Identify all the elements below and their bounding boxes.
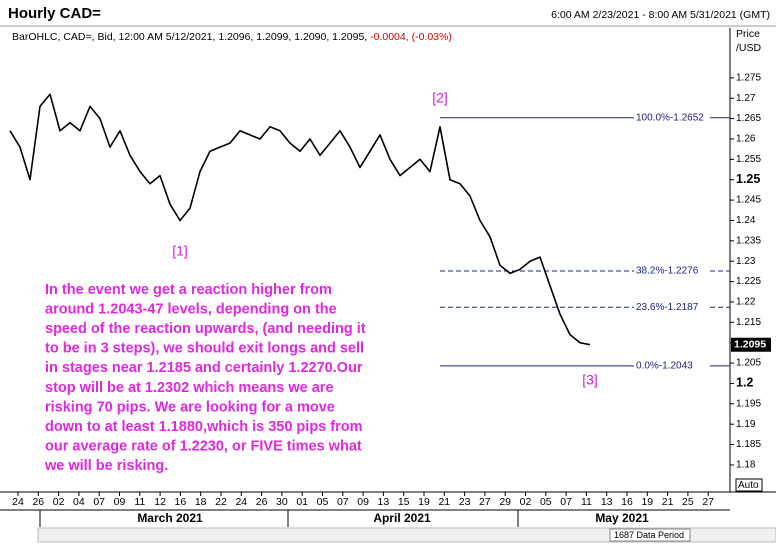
x-tick-label: 11	[134, 496, 145, 508]
x-tick-label: 09	[114, 496, 126, 508]
chart-title: Hourly CAD=	[8, 5, 101, 22]
fib-label: 0.0%-1.2043	[636, 361, 693, 372]
annotation-line: we will be risking.	[44, 458, 168, 474]
x-tick-label: 27	[702, 496, 714, 508]
time-range: 6:00 AM 2/23/2021 - 8:00 AM 5/31/2021 (G…	[551, 9, 770, 21]
x-tick-label: 07	[93, 496, 105, 508]
y-tick-label: 1.19	[736, 419, 756, 430]
y-axis-label: /USD	[736, 42, 762, 54]
x-tick-label: 27	[479, 496, 491, 508]
y-tick-label: 1.24	[736, 215, 756, 226]
y-tick-label: 1.185	[736, 439, 761, 450]
x-tick-label: 07	[560, 496, 572, 508]
y-tick-label: 1.22	[736, 297, 756, 308]
x-tick-label: 26	[256, 496, 268, 508]
data-period: 1687 Data Period	[614, 530, 684, 540]
x-tick-label: 21	[438, 496, 450, 508]
fib-label: 23.6%-1.2187	[636, 302, 699, 313]
wave-label: [3]	[582, 372, 598, 388]
last-price-box	[731, 337, 771, 352]
scale-mode-box[interactable]	[735, 478, 763, 492]
scale-mode[interactable]: Auto	[738, 480, 759, 491]
x-tick-label: 23	[459, 496, 471, 508]
price-line	[9, 93, 591, 346]
x-tick-label: 21	[662, 496, 674, 508]
y-tick-label: 1.18	[736, 460, 756, 471]
x-tick-label: 24	[235, 496, 247, 508]
y-tick-label: 1.26	[736, 134, 756, 145]
x-tick-label: 26	[32, 496, 44, 508]
month-label: April 2021	[373, 511, 431, 525]
fib-label: 38.2%-1.2276	[636, 266, 699, 277]
wave-label: [1]	[172, 243, 188, 259]
y-tick-label: 1.205	[736, 358, 761, 369]
annotation-line: risking 70 pips. We are looking for a mo…	[45, 399, 335, 415]
annotation-line: speed of the reaction upwards, (and need…	[45, 321, 366, 337]
last-price-label: 1.2095	[734, 339, 766, 351]
y-axis-label: Price	[736, 28, 760, 40]
x-tick-label: 24	[12, 496, 24, 508]
y-tick-label: 1.225	[736, 276, 761, 287]
x-tick-label: 16	[175, 496, 187, 508]
x-tick-label: 15	[398, 496, 410, 508]
scrollbar[interactable]	[37, 527, 776, 543]
month-label: March 2021	[137, 511, 203, 525]
y-tick-label: 1.2	[736, 376, 753, 390]
annotation-line: in stages near 1.2185 and certainly 1.22…	[45, 360, 363, 376]
x-tick-label: 09	[357, 496, 369, 508]
y-tick-label: 1.25	[736, 172, 760, 186]
legend: BarOHLC, CAD=, Bid, 12:00 AM 5/12/2021, …	[12, 31, 452, 43]
x-tick-label: 22	[215, 496, 227, 508]
x-tick-label: 05	[540, 496, 552, 508]
y-tick-label: 1.275	[736, 72, 761, 83]
x-tick-label: 02	[520, 496, 532, 508]
x-tick-label: 13	[378, 496, 390, 508]
x-tick-label: 05	[317, 496, 329, 508]
data-period-box	[609, 528, 691, 542]
annotation-line: In the event we get a reaction higher fr…	[45, 282, 332, 298]
x-tick-label: 19	[418, 496, 430, 508]
fib-label: 100.0%-1.2652	[636, 112, 704, 123]
x-tick-label: 07	[337, 496, 349, 508]
y-tick-label: 1.265	[736, 113, 761, 124]
y-tick-label: 1.235	[736, 235, 761, 246]
y-tick-label: 1.215	[736, 317, 761, 328]
x-tick-label: 18	[195, 496, 207, 508]
y-tick-label: 1.23	[736, 256, 756, 267]
x-tick-label: 13	[601, 496, 613, 508]
annotation-line: stop will be at 1.2302 which means we ar…	[45, 380, 334, 396]
month-label: May 2021	[595, 511, 649, 525]
annotation-line: to be in 3 steps), we should exit longs …	[45, 341, 364, 357]
x-tick-label: 02	[53, 496, 65, 508]
y-tick-label: 1.255	[736, 154, 761, 165]
x-tick-label: 01	[296, 496, 308, 508]
y-tick-label: 1.195	[736, 398, 761, 409]
x-tick-label: 29	[499, 496, 511, 508]
wave-label: [2]	[432, 90, 448, 106]
x-tick-label: 04	[73, 496, 85, 508]
y-tick-label: 1.245	[736, 195, 761, 206]
x-tick-label: 30	[276, 496, 288, 508]
y-tick-label: 1.27	[736, 93, 756, 104]
x-tick-label: 11	[581, 496, 592, 508]
annotation-line: around 1.2043-47 levels, depending on th…	[45, 301, 337, 317]
x-tick-label: 25	[682, 496, 694, 508]
annotation-line: down to at least 1.1880,which is 350 pip…	[45, 419, 363, 435]
legend-change: -0.0004, (-0.03%)	[370, 31, 452, 43]
x-tick-label: 12	[154, 496, 166, 508]
legend-text: BarOHLC, CAD=, Bid, 12:00 AM 5/12/2021, …	[12, 31, 367, 43]
annotation-line: our average rate of 1.2230, or FIVE time…	[45, 439, 362, 455]
x-tick-label: 19	[641, 496, 653, 508]
x-tick-label: 16	[621, 496, 633, 508]
